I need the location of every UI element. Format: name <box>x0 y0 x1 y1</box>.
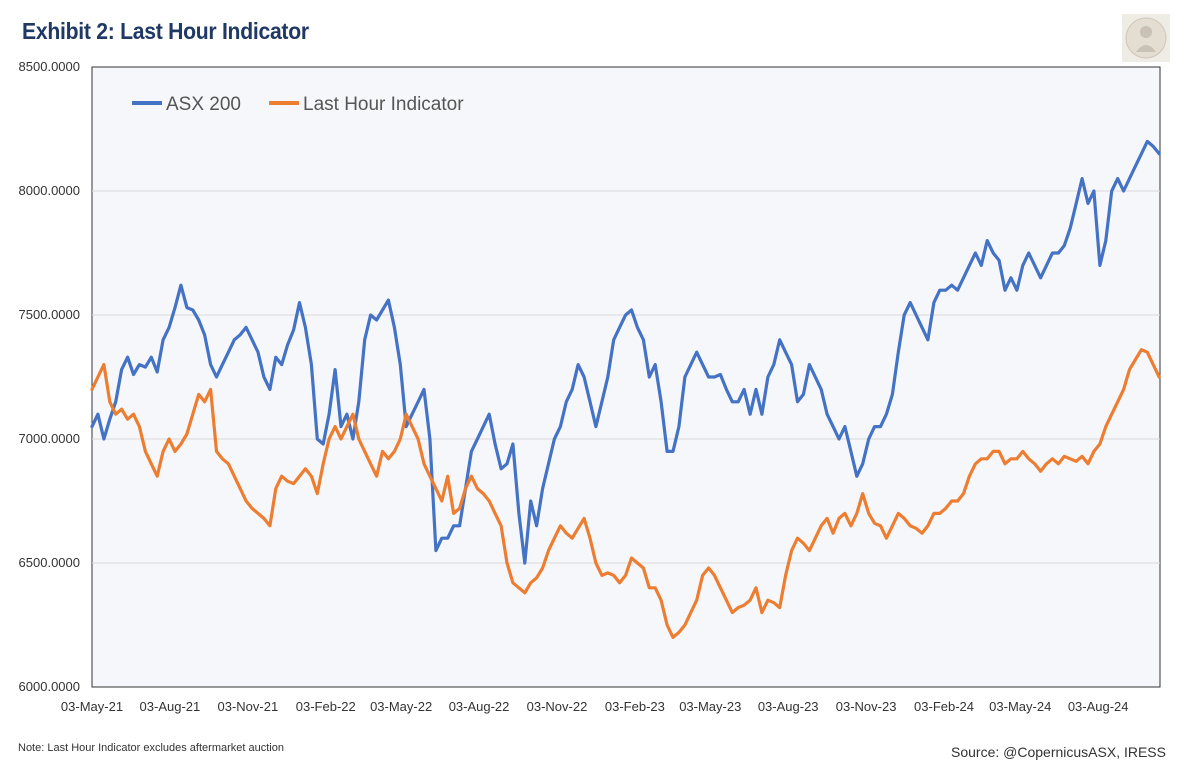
chart-title: Exhibit 2: Last Hour Indicator <box>22 18 309 44</box>
x-tick-label: 03-Feb-24 <box>914 699 974 714</box>
source-credit: Source: @CopernicusASX, IRESS <box>951 744 1166 760</box>
x-tick-label: 03-Aug-22 <box>449 699 510 714</box>
y-tick-label: 8000.0000 <box>19 183 80 198</box>
x-tick-label: 03-May-24 <box>989 699 1051 714</box>
x-tick-label: 03-Aug-24 <box>1068 699 1129 714</box>
seal-logo-icon <box>1122 14 1170 62</box>
x-tick-label: 03-Feb-23 <box>605 699 665 714</box>
y-tick-label: 7000.0000 <box>19 431 80 446</box>
x-tick-label: 03-May-21 <box>61 699 123 714</box>
x-tick-label: 03-Nov-23 <box>836 699 897 714</box>
y-tick-label: 8500.0000 <box>19 59 80 74</box>
y-tick-label: 7500.0000 <box>19 307 80 322</box>
legend-label: ASX 200 <box>166 94 241 115</box>
series-line-2 <box>90 348 1161 639</box>
x-tick-label: 03-Aug-21 <box>140 699 201 714</box>
x-tick-label: 03-Feb-22 <box>296 699 356 714</box>
footnote: Note: Last Hour Indicator excludes after… <box>18 742 284 754</box>
y-tick-label: 6000.0000 <box>19 679 80 694</box>
x-tick-label: 03-Nov-22 <box>527 699 588 714</box>
x-tick-label: 03-Nov-21 <box>217 699 278 714</box>
plot-area <box>91 66 1161 688</box>
y-tick-label: 6500.0000 <box>19 555 80 570</box>
x-tick-label: 03-Aug-23 <box>758 699 819 714</box>
legend-label: Last Hour Indicator <box>303 94 464 115</box>
x-tick-label: 03-May-23 <box>679 699 741 714</box>
x-tick-label: 03-May-22 <box>370 699 432 714</box>
series-line-1 <box>90 139 1161 565</box>
